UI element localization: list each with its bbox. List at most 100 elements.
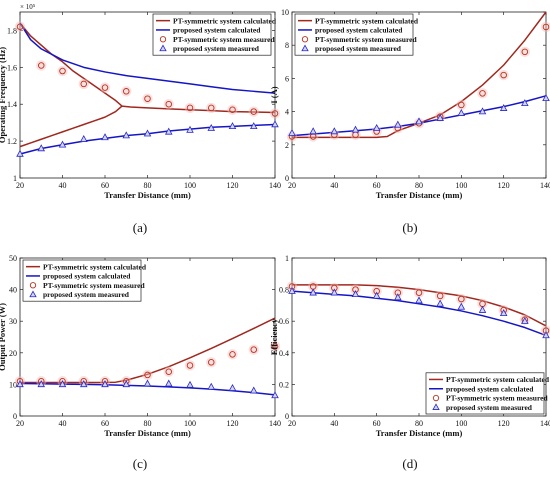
pt-measured-point xyxy=(229,351,236,358)
proposed-measured-point xyxy=(164,127,173,135)
marker-halo xyxy=(269,341,281,352)
proposed-measured-point xyxy=(330,288,339,296)
proposed-measured-point xyxy=(457,109,466,116)
y-tick-label: 8 xyxy=(285,41,289,50)
series-line-1 xyxy=(19,105,123,148)
legend-label: proposed system measured xyxy=(315,44,402,53)
marker-halo xyxy=(163,366,174,377)
pt-measured-point xyxy=(250,108,257,115)
x-axis-label: Transfer Distance (mm) xyxy=(104,428,191,438)
proposed-measured-point xyxy=(394,293,402,301)
marker-halo xyxy=(227,104,238,115)
y-axis-label: I (A) xyxy=(269,86,279,103)
x-tick-label: 120 xyxy=(227,419,239,428)
proposed-measured-point xyxy=(436,299,444,307)
proposed-measured-point xyxy=(372,291,381,299)
y-tick-label: 10 xyxy=(9,380,17,389)
proposed-measured-point xyxy=(16,149,24,157)
pt-measured-point xyxy=(479,90,486,97)
pt-measured-point xyxy=(165,100,172,108)
proposed-measured-point xyxy=(249,386,258,394)
marker-halo xyxy=(498,69,509,81)
x-tick-label: 140 xyxy=(540,181,550,190)
x-tick-label: 40 xyxy=(59,181,67,190)
pt-measured-point xyxy=(436,292,444,300)
legend-label: PT-symmetric system measured xyxy=(43,281,145,290)
proposed-measured-point xyxy=(143,129,152,137)
proposed-measured-point xyxy=(288,128,296,136)
panel-label-c: (c) xyxy=(133,456,147,471)
marker-halo xyxy=(286,281,298,292)
x-tick-label: 100 xyxy=(455,419,467,428)
marker-halo xyxy=(392,287,404,298)
proposed-measured-point xyxy=(351,125,360,133)
x-axis-label: Transfer Distance (mm) xyxy=(376,428,463,438)
x-tick-label: 20 xyxy=(16,181,24,190)
y-axis-multiplier: × 10⁵ xyxy=(20,3,36,11)
proposed-measured-point xyxy=(58,140,67,148)
proposed-measured-point xyxy=(478,107,487,115)
marker-halo xyxy=(329,282,340,294)
marker-halo xyxy=(269,108,281,119)
panel-label-a: (a) xyxy=(133,220,147,235)
legend-label: PT-symmetric system measured xyxy=(315,35,417,44)
series-line-0 xyxy=(292,11,547,139)
legend-swatch-triangle xyxy=(432,403,440,410)
legend-label: PT-symmetric system measured xyxy=(173,35,275,44)
marker-halo xyxy=(350,284,361,295)
pt-measured-point xyxy=(229,106,236,114)
pt-measured-point xyxy=(59,67,66,75)
legend-label: PT-symmetric system calculated xyxy=(173,16,277,25)
y-tick-label: 20 xyxy=(9,349,17,358)
legend-box xyxy=(425,372,545,415)
x-tick-label: 80 xyxy=(415,419,423,428)
x-tick-label: 40 xyxy=(59,419,67,428)
legend-label: proposed system measured xyxy=(43,290,130,299)
marker-halo xyxy=(99,82,111,93)
marker-halo xyxy=(206,357,217,368)
legend-swatch-circle xyxy=(159,36,167,43)
panel-label-b: (b) xyxy=(402,220,417,235)
chart-panel-d: 20 40 60 80 100 120 140 0 0.2 0.4 0.6 0.8 1 Transfer … xyxy=(269,254,550,438)
legend-swatch-triangle xyxy=(301,44,309,52)
marker-halo xyxy=(163,99,174,110)
x-tick-label: 100 xyxy=(184,181,196,190)
y-tick-label: 40 xyxy=(9,286,17,295)
pt-measured-point xyxy=(38,62,45,69)
y-tick-label: 6 xyxy=(285,74,289,83)
proposed-measured-point xyxy=(415,296,423,304)
x-tick-label: 60 xyxy=(373,181,381,190)
legend-label: proposed system calculated xyxy=(43,272,131,281)
series-line-0 xyxy=(20,317,276,384)
y-tick-label: 1.4 xyxy=(7,100,17,109)
y-tick-label: 1.2 xyxy=(7,137,17,146)
y-tick-label: 0.6 xyxy=(279,317,289,326)
x-tick-label: 40 xyxy=(330,181,338,190)
y-tick-label: 1 xyxy=(285,254,289,263)
proposed-measured-point xyxy=(122,380,131,388)
legend-label: proposed system calculated xyxy=(173,26,261,35)
proposed-measured-point xyxy=(394,120,402,128)
pt-measured-point xyxy=(542,23,550,31)
proposed-measured-point xyxy=(16,380,24,388)
marker-halo xyxy=(36,60,47,71)
proposed-measured-point xyxy=(37,144,46,152)
x-axis-label: Transfer Distance (mm) xyxy=(376,190,463,200)
pt-measured-point xyxy=(122,88,130,95)
pt-measured-point xyxy=(458,101,465,109)
pt-measured-point xyxy=(500,71,507,79)
proposed-measured-point xyxy=(271,120,279,128)
pt-measured-point xyxy=(144,95,151,102)
y-tick-label: 0 xyxy=(13,412,17,421)
proposed-measured-point xyxy=(542,331,550,339)
x-tick-label: 100 xyxy=(184,419,196,428)
chart-panel-c: 20 40 60 80 100 120 140 0 10 20 30 40 50 Transfer Dis… xyxy=(0,254,281,438)
y-tick-label: 4 xyxy=(285,108,289,117)
marker-halo xyxy=(184,102,196,114)
proposed-measured-point xyxy=(309,288,317,296)
legend-swatch-circle xyxy=(29,282,37,289)
y-tick-label: 0.2 xyxy=(279,380,289,389)
legend-box xyxy=(22,259,142,302)
